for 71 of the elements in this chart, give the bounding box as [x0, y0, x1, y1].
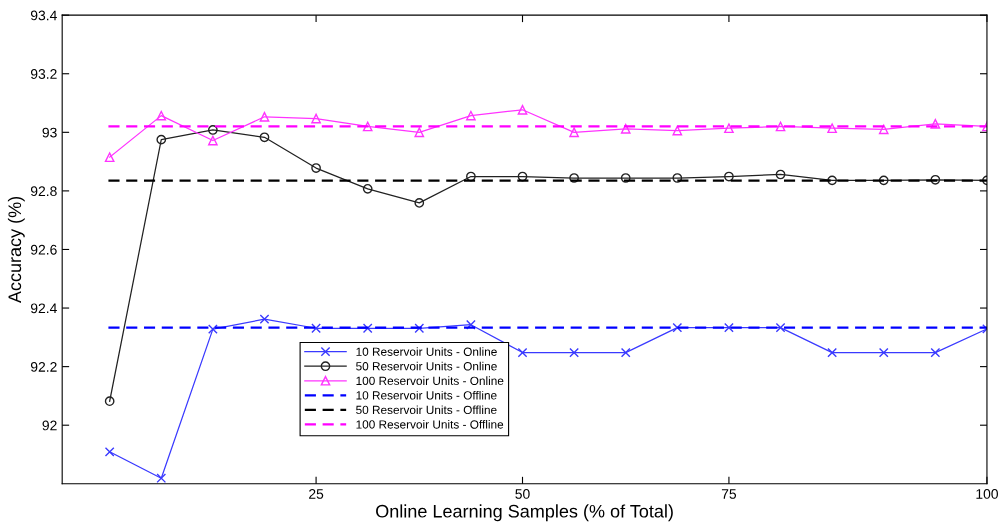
legend-label: 100 Reservoir Units - Offline: [356, 419, 504, 429]
point: [775, 322, 786, 333]
point: [827, 347, 837, 358]
point: [259, 314, 270, 325]
point: [104, 446, 115, 457]
legend-label: 50 Reservoir Units - Online: [356, 361, 497, 371]
point: [569, 127, 579, 138]
point: [414, 127, 425, 138]
y-axis-title: Accuracy (%): [7, 196, 25, 304]
point: [362, 323, 373, 334]
point: [156, 473, 167, 484]
point: [930, 347, 941, 358]
legend-label: 10 Reservoir Units - Offline: [356, 390, 497, 400]
point: [930, 118, 941, 129]
x-tick-label: 100: [976, 489, 998, 499]
point: [672, 322, 683, 333]
y-tick-label: 93.4: [30, 10, 57, 21]
point: [827, 123, 837, 134]
point: [672, 125, 683, 136]
point: [466, 110, 476, 121]
point: [878, 175, 889, 186]
point: [517, 171, 528, 182]
point: [414, 198, 425, 208]
point: [208, 324, 218, 334]
point: [104, 152, 115, 163]
point: [311, 323, 321, 334]
point: [724, 322, 734, 333]
point: [878, 124, 889, 135]
point: [878, 347, 889, 358]
y-tick-label: 93.2: [30, 69, 57, 79]
point: [827, 175, 837, 186]
point: [517, 347, 528, 358]
point: [620, 347, 631, 358]
point: [724, 123, 734, 134]
point: [569, 173, 579, 183]
point: [620, 173, 631, 183]
point: [930, 174, 941, 185]
point: [362, 121, 373, 132]
point: [208, 135, 218, 146]
point: [724, 171, 734, 182]
point: [311, 113, 321, 124]
x-axis-title: Online Learning Samples (% of Total): [376, 504, 673, 522]
point: [311, 163, 321, 173]
x-tick-label: 75: [721, 489, 737, 499]
point: [104, 396, 115, 407]
y-tick-label: 92: [42, 420, 57, 431]
point: [569, 347, 579, 358]
point: [775, 169, 786, 180]
point: [517, 104, 528, 115]
x-tick-label: 25: [309, 489, 324, 499]
legend-label: 100 Reservoir Units - Online: [356, 376, 504, 385]
legend-label: 50 Reservoir Units - Offline: [356, 405, 497, 415]
point: [672, 173, 683, 183]
legend-label: 10 Reservoir Units - Online: [356, 347, 497, 356]
point: [620, 123, 631, 134]
point: [156, 134, 167, 145]
point: [775, 121, 786, 132]
point: [208, 125, 218, 135]
y-tick-label: 92.4: [30, 303, 57, 314]
y-tick-label: 93: [42, 127, 57, 138]
point: [156, 110, 167, 121]
point: [259, 132, 270, 143]
point: [414, 323, 425, 334]
x-tick-label: 50: [515, 489, 530, 499]
y-tick-label: 92.8: [30, 186, 57, 197]
point: [466, 171, 476, 182]
point: [466, 319, 476, 330]
point: [362, 183, 373, 194]
y-tick-label: 92.2: [30, 361, 57, 372]
point: [259, 111, 270, 122]
y-tick-label: 92.6: [30, 244, 57, 255]
